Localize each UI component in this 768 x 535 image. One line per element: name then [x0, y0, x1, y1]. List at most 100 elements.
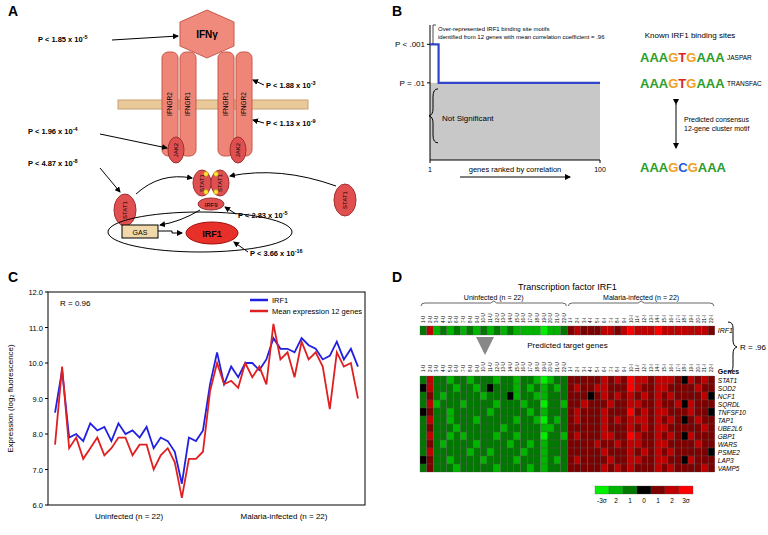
heatmap-cell [661, 392, 668, 400]
heatmap-cell [521, 326, 528, 335]
receptor-label: IFNGR2 [166, 92, 173, 116]
colorbar-range [595, 495, 693, 496]
heatmap-cell [440, 326, 447, 335]
heatmap-cell [594, 384, 601, 392]
column-label: 22-U [562, 313, 567, 323]
heatmap-cell [661, 440, 668, 448]
row-label: WARS [718, 441, 738, 448]
arrow [253, 120, 264, 123]
gas-element [122, 225, 158, 238]
heatmap-cell [628, 326, 635, 335]
heatmap-cell [507, 384, 514, 392]
heatmap-cell [695, 432, 702, 440]
gas-label: GAS [133, 229, 148, 236]
heatmap-cell [701, 416, 708, 424]
column-label: 15-U [515, 362, 520, 372]
column-label: 21-I [702, 364, 707, 372]
heatmap-cell [588, 376, 595, 384]
column-label: 19-I [689, 364, 694, 372]
heatmap-cell [454, 416, 461, 424]
heatmap-cell [681, 456, 688, 464]
heatmap-cell [641, 376, 648, 384]
heatmap-cell [474, 416, 481, 424]
logo-letter: G [686, 50, 696, 65]
heatmap-cell [480, 416, 487, 424]
heatmap-cell [695, 400, 702, 408]
heatmap-cell [467, 376, 474, 384]
heatmap-cell [688, 448, 695, 456]
heatmap-cell [688, 464, 695, 472]
column-label: 11-U [488, 363, 493, 372]
column-label: 14-U [508, 313, 513, 323]
y-tick-label: 8.0 [33, 430, 43, 439]
stat1-label: STAT1 [342, 190, 348, 208]
heatmap-cell [447, 432, 454, 440]
significance-line [430, 44, 600, 83]
column-label: 6-I [602, 367, 607, 372]
heatmap-cell [594, 456, 601, 464]
heatmap-cell [527, 416, 534, 424]
heatmap-cell [574, 384, 581, 392]
heatmap-cell [514, 416, 521, 424]
heatmap-cell [695, 376, 702, 384]
heatmap-cell [634, 326, 641, 335]
heatmap-cell [541, 326, 548, 335]
heatmap-cell [608, 400, 615, 408]
heatmap-cell [561, 424, 568, 432]
y-tick-label: 7.0 [33, 466, 43, 475]
heatmap-cell [541, 416, 548, 424]
heatmap-cell [460, 464, 467, 472]
heatmap-cell [514, 392, 521, 400]
heatmap-cell [521, 416, 528, 424]
heatmap-cell [708, 400, 715, 408]
heatmap-cell [695, 440, 702, 448]
title: Transcription factor IRF1 [518, 282, 617, 292]
heatmap-cell [668, 456, 675, 464]
heatmap-cell [661, 376, 668, 384]
annotation: R = 0.96 [60, 299, 91, 308]
heatmap-cell [554, 384, 561, 392]
heatmap-cell [487, 376, 494, 384]
heatmap-cell [574, 408, 581, 416]
y-tick-label: P = .01 [400, 79, 426, 88]
p-value: P < 1.96 x 10-4 [28, 126, 79, 137]
heatmap-cell [681, 424, 688, 432]
heatmap-cell [494, 432, 501, 440]
heatmap-cell [554, 376, 561, 384]
column-label: 11-I [635, 316, 640, 323]
column-label: 17-I [676, 364, 681, 372]
heatmap-cell [554, 440, 561, 448]
heatmap-cell [708, 448, 715, 456]
column-label: 3-U [434, 365, 439, 372]
heatmap-cell [581, 326, 588, 335]
heatmap-cell [467, 408, 474, 416]
heatmap-cell [541, 408, 548, 416]
heatmap-cell [561, 408, 568, 416]
heatmap-cell [567, 464, 574, 472]
heatmap-cell [527, 464, 534, 472]
heatmap-cell [447, 448, 454, 456]
group-brace [421, 301, 566, 306]
p-value-exponent: -16 [295, 248, 303, 254]
heatmap-cell [454, 326, 461, 335]
heatmap-cell [474, 384, 481, 392]
column-label: 10-I [629, 364, 634, 372]
heatmap-cell [594, 376, 601, 384]
heatmap-cell [554, 424, 561, 432]
heatmap-cell [601, 432, 608, 440]
heatmap-cell [541, 392, 548, 400]
heatmap-cell [675, 432, 682, 440]
heatmap-cell [433, 326, 440, 335]
heatmap-cell [581, 416, 588, 424]
column-label: 1-U [421, 365, 426, 372]
heatmap-cell [588, 448, 595, 456]
heatmap-cell [480, 448, 487, 456]
heatmap-cell [500, 448, 507, 456]
arrow [460, 177, 570, 178]
column-label: 9-I [622, 367, 627, 372]
heatmap-cell [641, 464, 648, 472]
heatmap-cell [634, 464, 641, 472]
heatmap-cell [507, 400, 514, 408]
column-label: 1-U [421, 316, 426, 323]
heatmap-cell [567, 456, 574, 464]
